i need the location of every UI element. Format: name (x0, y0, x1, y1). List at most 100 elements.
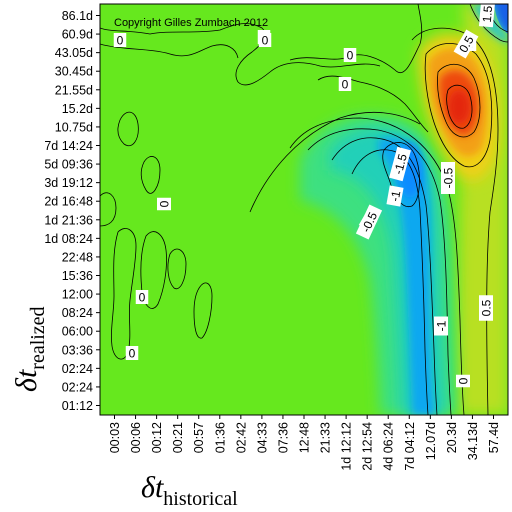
x-tick-label: 57.4d (487, 422, 501, 453)
x-axis-title: δthistorical (141, 471, 238, 510)
contour-col-d (193, 282, 213, 339)
x-tick-label: 4d 06:24 (382, 422, 396, 471)
y-tick-label: 43.05d (55, 46, 93, 60)
y-tick-label: 01:12 (62, 399, 93, 413)
contour-col-b (140, 231, 167, 309)
contour-label-text: -1 (435, 320, 449, 331)
contour-label-text: 0 (457, 377, 471, 384)
contour-label-box (479, 295, 493, 321)
x-axis-subscript: historical (163, 488, 238, 510)
contour-label-box (135, 290, 149, 304)
contour-label-box (343, 48, 357, 62)
contour-label-text: 0 (158, 200, 172, 207)
x-tick-label: 00:06 (129, 422, 143, 453)
heatmap-field (100, 4, 508, 415)
x-tick-label: 04:33 (255, 422, 269, 453)
x-tick-label: 1d 12:12 (340, 422, 354, 471)
contour-label-text: -1 (388, 189, 404, 202)
contour-zero-upper (100, 43, 239, 59)
contour-hot-2 (446, 84, 473, 129)
contour-label-text: 0.5 (480, 299, 494, 316)
y-tick-label: 02:24 (62, 362, 93, 376)
x-axis: 00:03 00:06 00:12 00:21 00:57 01:36 02:42 04:33… (108, 415, 501, 471)
contour-label-box (338, 77, 352, 91)
x-tick-label: 07:36 (276, 422, 290, 453)
contour-col-c (167, 248, 187, 290)
y-tick-label: 21.55d (55, 83, 93, 97)
contour-label-box (434, 316, 448, 336)
y-tick-label: 03:36 (62, 343, 93, 357)
y-axis-symbol: δt (10, 369, 43, 392)
contour-label: 1.5 (478, 0, 496, 28)
y-tick-label: 08:24 (62, 306, 93, 320)
y-tick-label: 3d 19:12 (44, 176, 93, 190)
x-tick-label: 7d 04:12 (403, 422, 417, 471)
x-tick-label: 01:36 (213, 422, 227, 453)
x-tick-label: 20.3d (445, 422, 459, 453)
x-tick-label: 00:12 (150, 422, 164, 453)
heatmap-cold-core (378, 137, 436, 415)
contour-label: -1 (434, 316, 449, 336)
contour-label-box (478, 0, 496, 28)
y-tick-label: 1d 21:36 (44, 213, 93, 227)
contour-label: 0 (113, 33, 127, 48)
heatmap-hot-peak (448, 90, 470, 124)
contour-label: 0 (338, 77, 352, 92)
contour-label-text: 0 (342, 78, 349, 92)
y-tick-label: 02:24 (62, 380, 93, 394)
contour-arc-valley-outer (249, 111, 421, 213)
contour-label-box (386, 185, 404, 207)
contour-label: -1 (386, 185, 404, 207)
contour-zero-ring (317, 75, 429, 133)
y-tick-label: 06:00 (62, 325, 93, 339)
y-tick-label: 10.75d (55, 120, 93, 134)
contour-valley-neg1 (351, 149, 429, 415)
contour-label-box (355, 204, 383, 240)
contour-label-box (157, 197, 171, 211)
x-tick-label: 02:42 (234, 422, 248, 453)
contour-label: -0.5 (441, 162, 456, 194)
contour-valley-neg05b (331, 137, 438, 415)
contour-label-text: 1.5 (480, 5, 495, 23)
y-tick-label: 2d 16:48 (44, 195, 93, 209)
contour-zero-top-left (100, 23, 381, 86)
contour-blob-b (140, 156, 161, 194)
x-tick-label: 00:57 (192, 422, 206, 453)
y-axis-subscript: realized (27, 306, 49, 369)
contour-hot-15 (437, 64, 481, 138)
y-tick-label: 15:36 (62, 269, 93, 283)
contour-label-box (441, 162, 455, 194)
contour-wave-left (100, 192, 117, 227)
contour-label-text: 0 (117, 34, 124, 48)
contour-zero-mid (289, 4, 423, 73)
y-tick-label: 1d 08:24 (44, 232, 93, 246)
contour-label-text: -1.5 (391, 152, 410, 176)
y-tick-label: 30.45d (55, 65, 93, 79)
y-tick-label: 22:48 (62, 250, 93, 264)
contour-label-text: 0 (139, 291, 146, 305)
copyright-text: Copyright Gilles Zumbach 2012 (114, 17, 268, 29)
y-tick-label: 7d 14:24 (44, 139, 93, 153)
contour-label-box (125, 346, 139, 360)
contour-label-box (389, 146, 411, 182)
y-axis-title: δtrealized (10, 306, 49, 392)
contour-label: 0 (456, 374, 471, 388)
heatmap-corner-cold (494, 4, 508, 34)
contour-label-box (258, 33, 272, 47)
y-axis: 86.1d 60.9d 43.05d 30.45d 21.55d 15.2d 10.75d 7… (44, 9, 100, 413)
x-tick-label: 21:33 (319, 422, 333, 453)
contour-label: 0 (135, 290, 149, 305)
contour-label-text: 0 (262, 34, 269, 48)
x-tick-label: 12:48 (298, 422, 312, 453)
contour-label: 0 (157, 197, 172, 211)
x-tick-label: 34.13d (466, 422, 480, 460)
x-tick-label: 00:21 (171, 422, 185, 453)
y-tick-label: 60.9d (62, 28, 93, 42)
y-tick-label: 86.1d (62, 9, 93, 23)
contour-label: 0 (125, 346, 139, 361)
contour-label: 0 (343, 48, 357, 63)
contour-label-text: 0 (129, 347, 136, 361)
contour-valley-neg05 (307, 128, 452, 415)
contour-label-text: -0.5 (442, 167, 456, 188)
